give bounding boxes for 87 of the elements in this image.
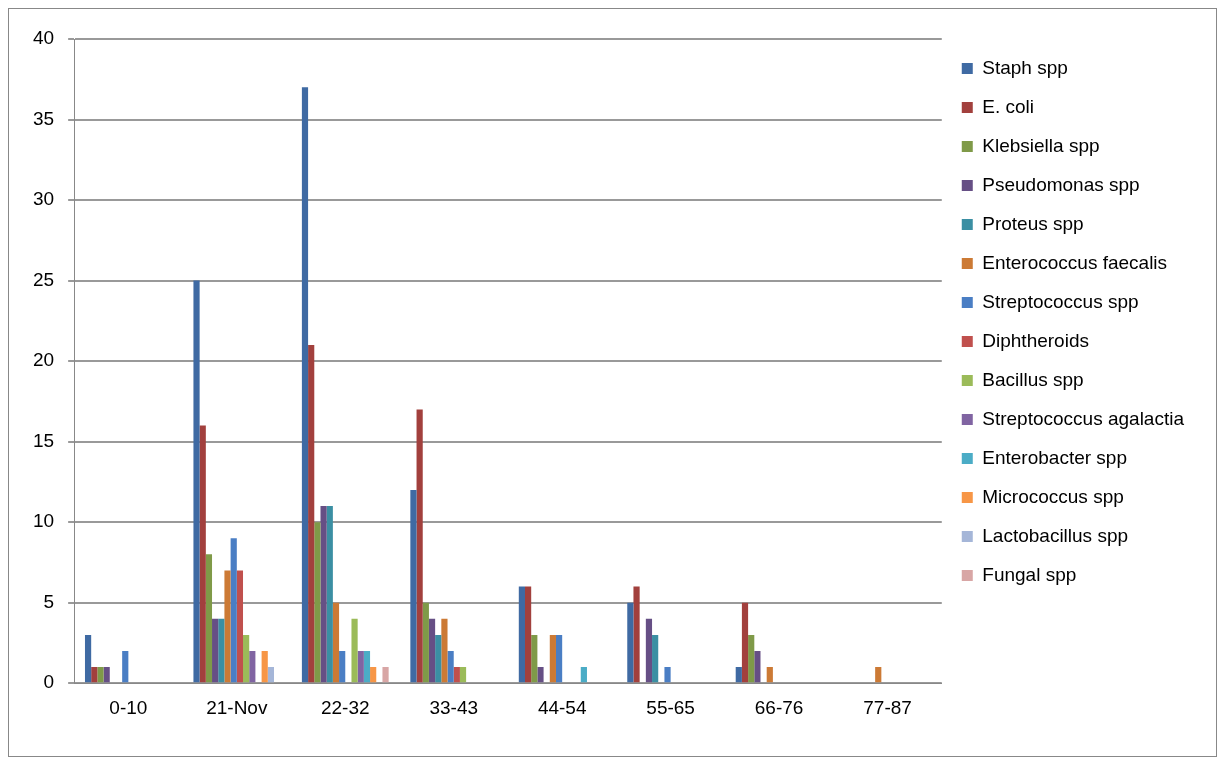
legend-label: Enterobacter spp (982, 446, 1127, 468)
bar (428, 618, 436, 683)
x-tick-label: 55-65 (646, 696, 695, 718)
bar (518, 586, 525, 683)
bar (218, 618, 225, 683)
legend-label: Fungal spp (982, 563, 1077, 585)
bar (382, 667, 389, 683)
y-tick-label: 35 (32, 107, 55, 129)
bar (193, 280, 200, 683)
bar (230, 538, 237, 683)
bar (652, 634, 659, 683)
bar (735, 667, 742, 683)
bar (308, 345, 315, 683)
bar (370, 667, 377, 683)
bar (326, 506, 333, 683)
bar (314, 522, 321, 683)
bar (332, 602, 340, 683)
bar (741, 602, 749, 683)
bar (664, 667, 671, 683)
bar (243, 634, 250, 683)
bar (205, 554, 213, 683)
bar (633, 586, 640, 683)
x-tick-label: 77-87 (863, 696, 912, 718)
bar (627, 602, 634, 683)
y-tick-label: 20 (32, 349, 55, 371)
bar (103, 667, 110, 683)
bar (537, 667, 544, 683)
bar (459, 667, 467, 683)
bar (301, 87, 309, 683)
bar (580, 667, 587, 683)
legend-label: Proteus spp (982, 212, 1084, 234)
legend-label: Micrococcus spp (982, 485, 1124, 507)
bar (91, 667, 98, 683)
bar (531, 634, 538, 683)
bar (754, 650, 761, 683)
legend-label: Lactobacillus spp (982, 524, 1129, 546)
bar (199, 425, 206, 683)
y-tick-label: 10 (32, 510, 55, 532)
legend-label: E. coli (982, 95, 1035, 117)
x-tick-label: 22-32 (320, 696, 370, 718)
bar (97, 667, 104, 683)
x-tick-label: 44-54 (537, 696, 587, 718)
bar (84, 634, 92, 683)
legend-label: Bacillus spp (982, 368, 1084, 390)
y-tick-label: 25 (32, 268, 55, 290)
bar (212, 618, 219, 683)
bar (363, 650, 371, 683)
legend-label: Staph spp (982, 56, 1068, 78)
bar (122, 650, 129, 683)
bar (249, 650, 256, 683)
legend-label: Pseudomonas spp (982, 173, 1140, 195)
bar (441, 618, 448, 683)
bar (525, 586, 532, 683)
y-tick-label: 30 (32, 188, 55, 210)
bar (351, 618, 358, 683)
bar (267, 667, 274, 683)
bar (224, 570, 231, 683)
bar (320, 506, 327, 683)
bar (357, 650, 364, 683)
y-tick-label: 0 (43, 671, 55, 693)
bar (645, 618, 653, 683)
bar (422, 602, 429, 683)
legend-label: Klebsiella spp (982, 134, 1100, 156)
bar (555, 634, 563, 683)
bar (236, 570, 244, 683)
bar (748, 634, 755, 683)
bar (435, 634, 442, 683)
y-tick-label: 40 (32, 27, 55, 49)
legend-label: Streptococcus spp (982, 290, 1139, 312)
bar (453, 667, 460, 683)
legend-label: Streptococcus agalactia (982, 407, 1185, 429)
x-tick-label: 66-76 (754, 696, 804, 718)
legend-label: Diphtheroids (982, 329, 1089, 351)
x-tick-label: 21-Nov (206, 696, 268, 718)
bar (416, 409, 423, 683)
bar (261, 650, 268, 683)
x-tick-label: 0-10 (109, 696, 148, 718)
x-tick-label: 33-43 (429, 696, 479, 718)
bar (410, 489, 417, 683)
bar (549, 634, 556, 683)
bar (875, 667, 882, 683)
y-tick-label: 5 (43, 590, 55, 612)
y-tick-label: 15 (32, 429, 55, 451)
bar (766, 667, 773, 683)
bar (447, 650, 454, 683)
legend-label: Enterococcus faecalis (982, 251, 1168, 273)
bar (339, 650, 346, 683)
